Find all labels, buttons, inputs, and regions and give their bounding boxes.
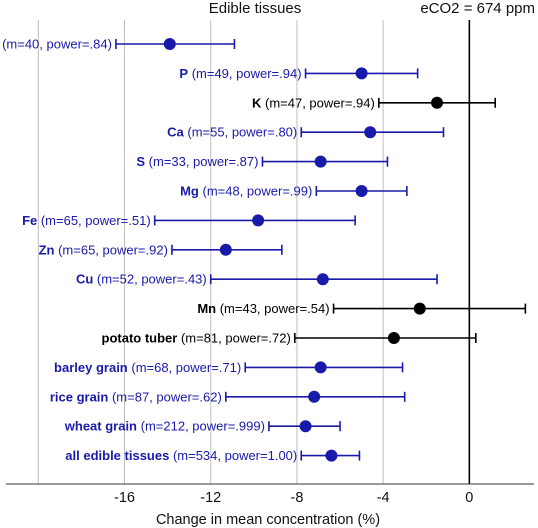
row-label: P (m=49, power=.94) <box>179 66 301 81</box>
row-label-name: Mg <box>180 184 199 199</box>
row-label-stats: (m=47, power=.94) <box>261 95 374 110</box>
forest-row: N (m=40, power=.84) <box>0 37 236 52</box>
row-label-stats: (m=65, power=.92) <box>54 242 167 257</box>
estimate-point <box>364 126 377 139</box>
row-label-name: all edible tissues <box>65 448 169 463</box>
row-label: Mg (m=48, power=.99) <box>180 184 312 199</box>
row-label-stats: (m=48, power=.99) <box>199 184 312 199</box>
x-tick-label: -8 <box>290 490 303 506</box>
row-label: Ca (m=55, power=.80) <box>167 125 297 140</box>
estimate-point <box>387 332 400 344</box>
grid-lines <box>37 20 471 484</box>
estimate-point <box>163 38 176 50</box>
forest-rows: N (m=40, power=.84) P (m=49, power=.94) K … <box>0 37 527 463</box>
row-label: Zn (m=65, power=.92) <box>39 242 168 257</box>
row-label: barley grain (m=68, power=.71) <box>54 360 241 375</box>
x-axis: -16 -12 -8 -4 0 <box>6 483 534 506</box>
row-label-name: Cu <box>76 272 93 287</box>
row-label: potato tuber (m=81, power=.72) <box>102 331 291 346</box>
row-label-name: Fe <box>22 213 37 228</box>
row-label-name: rice grain <box>50 389 109 404</box>
estimate-point <box>325 449 338 462</box>
forest-row: Mn (m=43, power=.54) <box>197 301 527 316</box>
forest-row: all edible tissues (m=534, power=1.00) <box>65 448 361 463</box>
row-label-stats: (m=81, power=.72) <box>177 331 290 346</box>
estimate-point <box>431 96 444 109</box>
row-label-stats: (m=49, power=.94) <box>188 66 301 81</box>
row-label-name: Zn <box>39 242 55 257</box>
row-label-stats: (m=534, power=1.00) <box>169 448 297 463</box>
row-label-name: P <box>179 66 188 81</box>
estimate-point <box>219 243 232 256</box>
row-label: S (m=33, power=.87) <box>136 154 258 169</box>
row-label: Fe (m=65, power=.51) <box>22 213 151 228</box>
chart-title: Edible tissues <box>209 0 302 17</box>
forest-row: P (m=49, power=.94) <box>179 66 419 81</box>
row-label-name: K <box>252 95 262 110</box>
forest-row: barley grain (m=68, power=.71) <box>54 360 404 375</box>
x-tick-label: 0 <box>465 490 473 506</box>
row-label-stats: (m=33, power=.87) <box>145 154 258 169</box>
chart-subtitle: eCO2 = 674 ppm <box>420 0 535 17</box>
x-tick-label: -12 <box>200 490 221 506</box>
row-label-stats: (m=52, power=.43) <box>93 272 206 287</box>
row-label: Mn (m=43, power=.54) <box>197 301 329 316</box>
x-tick-label: -4 <box>377 490 390 506</box>
estimate-point <box>299 420 312 433</box>
estimate-point <box>355 67 368 80</box>
row-label-stats: (m=43, power=.54) <box>216 301 329 316</box>
row-label: N (m=40, power=.84) <box>0 37 112 52</box>
row-label-stats: (m=65, power=.51) <box>37 213 150 228</box>
forest-row: K (m=47, power=.94) <box>252 95 497 110</box>
forest-row: Fe (m=65, power=.51) <box>22 213 356 228</box>
x-tick-label: -16 <box>114 490 135 506</box>
forest-row: wheat grain (m=212, power=.999) <box>64 419 341 434</box>
row-label-name: Ca <box>167 125 184 140</box>
row-label: K (m=47, power=.94) <box>252 95 375 110</box>
forest-row: Ca (m=55, power=.80) <box>167 125 445 140</box>
forest-row: potato tuber (m=81, power=.72) <box>102 331 477 346</box>
estimate-point <box>308 390 321 403</box>
forest-row: S (m=33, power=.87) <box>136 154 389 169</box>
row-label-stats: (m=212, power=.999) <box>137 419 265 434</box>
row-label-name: barley grain <box>54 360 128 375</box>
row-label-name: Mn <box>197 301 216 316</box>
estimate-point <box>355 185 368 197</box>
estimate-point <box>252 214 265 227</box>
forest-row: Cu (m=52, power=.43) <box>76 272 438 287</box>
row-label: all edible tissues (m=534, power=1.00) <box>65 448 297 463</box>
estimate-point <box>314 361 327 374</box>
row-label-stats: (m=40, power=.84) <box>0 37 112 52</box>
estimate-point <box>413 302 426 315</box>
row-label-name: wheat grain <box>64 419 137 434</box>
forest-row: rice grain (m=87, power=.62) <box>50 389 406 404</box>
row-label-name: potato tuber <box>102 331 178 346</box>
row-label: Cu (m=52, power=.43) <box>76 272 207 287</box>
row-label-stats: (m=68, power=.71) <box>128 360 241 375</box>
forest-row: Zn (m=65, power=.92) <box>39 242 283 257</box>
row-label-stats: (m=87, power=.62) <box>108 389 221 404</box>
forest-row: Mg (m=48, power=.99) <box>180 184 408 199</box>
estimate-point <box>314 155 327 168</box>
x-axis-label: Change in mean concentration (%) <box>156 512 380 528</box>
estimate-point <box>316 273 329 286</box>
row-label: wheat grain (m=212, power=.999) <box>64 419 265 434</box>
row-label-stats: (m=55, power=.80) <box>184 125 297 140</box>
row-label-name: S <box>136 154 145 169</box>
row-label: rice grain (m=87, power=.62) <box>50 389 222 404</box>
